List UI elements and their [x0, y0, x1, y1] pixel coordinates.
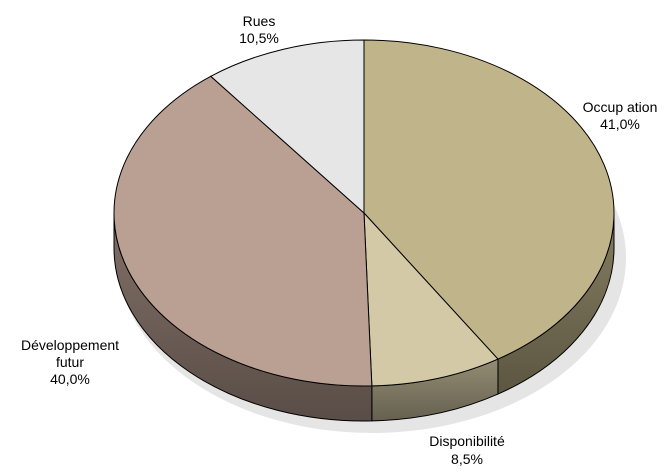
pie-slices [113, 39, 615, 387]
pie-label-3: Rues 10,5% [239, 13, 279, 46]
pie-slice-3 [209, 39, 365, 215]
pie-category-label: futur [56, 354, 84, 370]
pie-label-0: Occup ation 41,0% [583, 99, 658, 132]
pie-slice-2 [113, 75, 373, 387]
pie-value-label: 10,5% [239, 30, 279, 46]
pie-value-label: 40,0% [50, 371, 90, 387]
pie-value-label: 41,0% [600, 116, 640, 132]
pie-label-2: Développement futur 40,0% [21, 337, 119, 387]
pie-category-label: Disponibilité [429, 433, 505, 449]
pie-category-label: Rues [243, 13, 276, 29]
pie-slice-1 [363, 211, 499, 387]
pie-slice-0 [363, 39, 615, 360]
pie-labels: Occup ation 41,0% Disponibilité 8,5% Dévelop… [21, 13, 657, 467]
pie-category-label: Développement [21, 337, 119, 353]
pie-label-1: Disponibilité 8,5% [429, 433, 505, 467]
pie-value-label: 8,5% [451, 451, 483, 467]
pie-category-label: Occup ation [583, 99, 658, 115]
